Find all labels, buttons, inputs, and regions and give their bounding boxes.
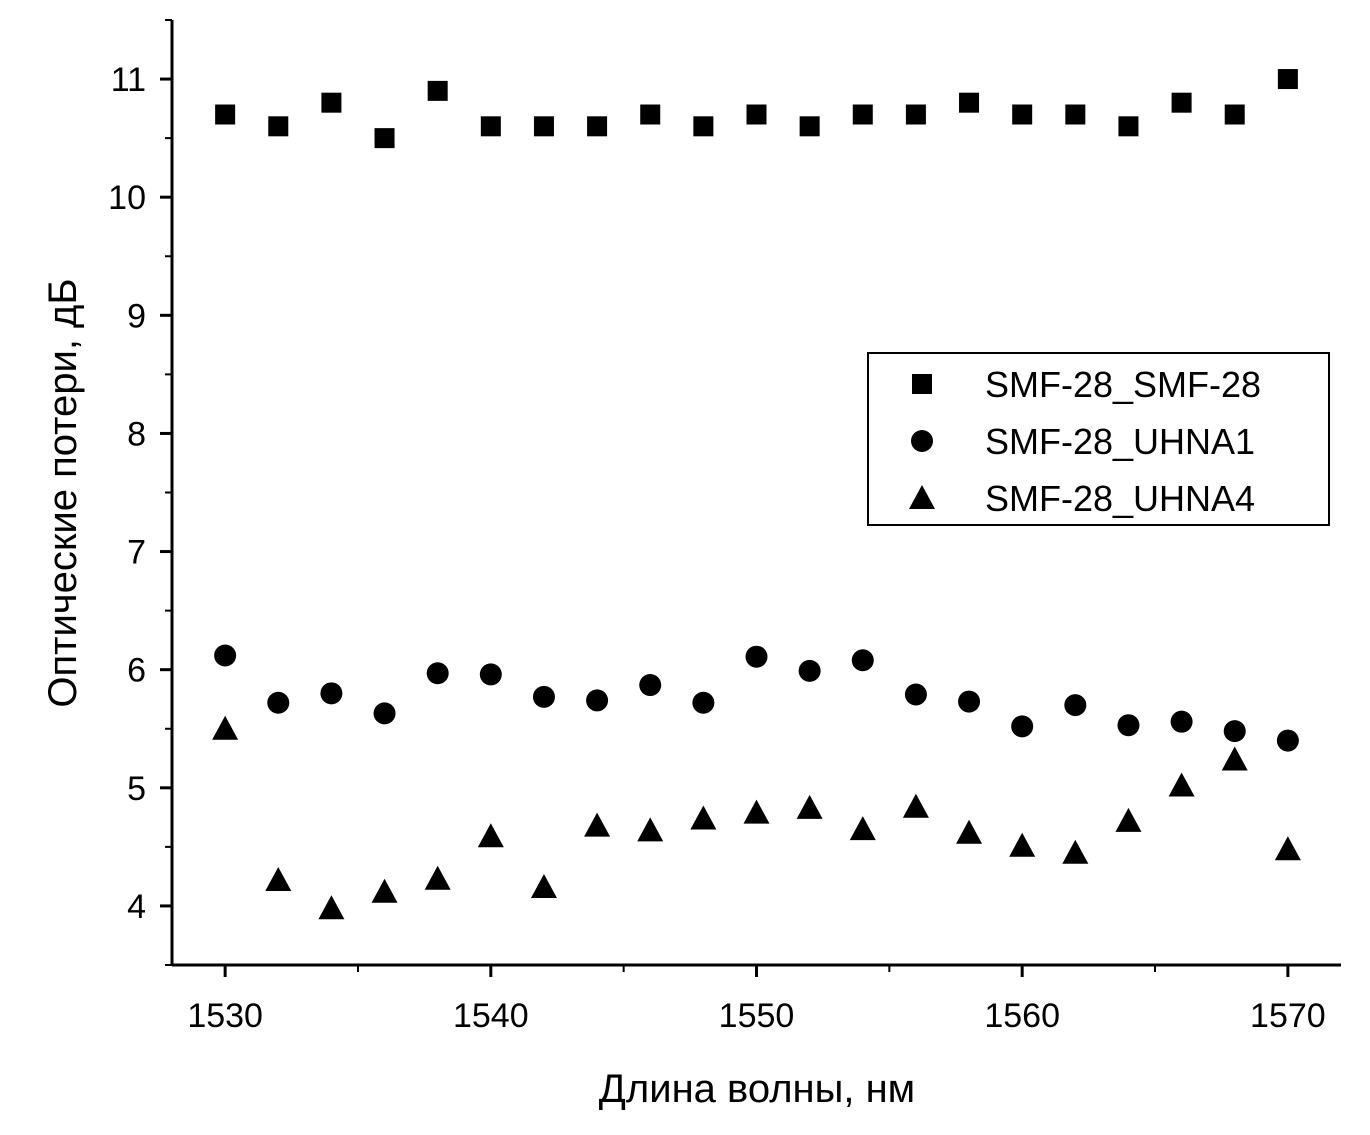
data-point-circle bbox=[479, 663, 502, 686]
y-tick-label: 11 bbox=[111, 61, 146, 99]
data-point-circle bbox=[692, 691, 715, 714]
legend-label: SMF-28_UHNA1 bbox=[985, 421, 1255, 462]
legend-items: SMF-28_SMF-28 SMF-28_UHNA1 SMF-28_UHNA4 bbox=[909, 364, 1261, 519]
x-tick-label: 1560 bbox=[984, 997, 1060, 1035]
legend-marker-circle bbox=[911, 430, 933, 452]
data-point-triangle bbox=[902, 793, 929, 818]
data-point-circle bbox=[1064, 694, 1087, 717]
legend-marker-square bbox=[912, 374, 932, 394]
y-axis-title: Оптические потери, дБ bbox=[41, 278, 85, 707]
data-point-triangle bbox=[1062, 839, 1089, 864]
legend-label: SMF-28_SMF-28 bbox=[985, 364, 1261, 405]
data-point-square bbox=[480, 116, 501, 137]
data-point-triangle bbox=[690, 805, 717, 830]
data-point-triangle bbox=[1274, 836, 1301, 861]
data-point-square bbox=[693, 116, 714, 137]
data-point-circle bbox=[532, 685, 555, 708]
data-point-square bbox=[746, 104, 767, 125]
x-tick-label: 1540 bbox=[453, 997, 529, 1035]
data-point-circle bbox=[1223, 720, 1246, 743]
y-tick-label: 6 bbox=[127, 652, 146, 690]
data-point-triangle bbox=[796, 794, 823, 819]
data-point-circle bbox=[851, 649, 874, 672]
y-tick-label: 7 bbox=[127, 534, 146, 572]
data-point-triangle bbox=[956, 819, 983, 844]
data-point-triangle bbox=[584, 812, 611, 837]
data-point-square bbox=[1171, 92, 1192, 113]
data-point-square bbox=[427, 80, 448, 101]
data-point-circle bbox=[426, 662, 449, 685]
data-point-circle bbox=[1170, 710, 1193, 733]
y-tick-label: 10 bbox=[108, 179, 146, 217]
data-point-square bbox=[268, 116, 289, 137]
data-point-circle bbox=[958, 690, 981, 713]
data-point-triangle bbox=[1168, 772, 1195, 797]
data-point-circle bbox=[798, 659, 821, 682]
data-point-square bbox=[959, 92, 980, 113]
data-point-circle bbox=[1011, 715, 1034, 738]
data-point-square bbox=[1224, 104, 1245, 125]
y-tick-label: 9 bbox=[127, 297, 146, 335]
data-point-circle bbox=[267, 691, 290, 714]
legend: SMF-28_SMF-28 SMF-28_UHNA1 SMF-28_UHNA4 bbox=[867, 352, 1330, 526]
y-tick-label: 4 bbox=[127, 888, 146, 926]
series-square bbox=[215, 69, 1298, 149]
data-point-square bbox=[533, 116, 554, 137]
data-point-circle bbox=[586, 689, 609, 712]
axes: 1530 1540 1550 1560 1570 4 5 6 7 8 9 10 11 bbox=[108, 19, 1341, 1035]
data-point-square bbox=[852, 104, 873, 125]
data-point-circle bbox=[1276, 729, 1299, 752]
x-tick-label: 1530 bbox=[187, 997, 263, 1035]
legend-box bbox=[867, 352, 1330, 526]
data-point-square bbox=[905, 104, 926, 125]
data-point-triangle bbox=[424, 865, 451, 890]
data-point-square bbox=[1277, 69, 1298, 90]
legend-label: SMF-28_UHNA4 bbox=[985, 478, 1255, 519]
data-point-triangle bbox=[1221, 746, 1248, 771]
data-point-triangle bbox=[212, 715, 239, 740]
data-point-square bbox=[799, 116, 820, 137]
x-tick-label: 1570 bbox=[1250, 997, 1326, 1035]
data-point-triangle bbox=[530, 874, 557, 899]
data-point-square bbox=[640, 104, 661, 125]
data-marks bbox=[212, 69, 1301, 920]
data-point-triangle bbox=[477, 823, 504, 848]
data-point-triangle bbox=[1115, 807, 1142, 832]
series-circle bbox=[214, 644, 1299, 752]
data-point-square bbox=[321, 92, 342, 113]
data-point-square bbox=[215, 104, 236, 125]
data-point-triangle bbox=[265, 866, 292, 891]
x-tick-label: 1550 bbox=[719, 997, 795, 1035]
data-point-square bbox=[1118, 116, 1139, 137]
data-point-square bbox=[587, 116, 608, 137]
data-point-triangle bbox=[743, 799, 770, 824]
data-point-circle bbox=[639, 674, 662, 697]
data-point-triangle bbox=[318, 895, 345, 920]
data-point-triangle bbox=[1009, 832, 1036, 857]
x-axis-title: Длина волны, нм bbox=[599, 1067, 915, 1111]
data-point-square bbox=[1065, 104, 1086, 125]
data-point-circle bbox=[1117, 714, 1140, 737]
data-point-circle bbox=[745, 645, 768, 668]
data-point-circle bbox=[214, 644, 237, 667]
data-point-square bbox=[1012, 104, 1033, 125]
y-tick-label: 8 bbox=[127, 415, 146, 453]
data-point-circle bbox=[320, 682, 343, 705]
data-point-triangle bbox=[371, 878, 398, 903]
data-point-circle bbox=[373, 702, 396, 725]
data-point-triangle bbox=[849, 816, 876, 841]
legend-marker-triangle bbox=[909, 485, 935, 509]
data-point-circle bbox=[904, 683, 927, 706]
data-point-triangle bbox=[637, 817, 664, 842]
data-point-square bbox=[374, 128, 395, 149]
series-triangle bbox=[212, 715, 1301, 920]
y-tick-label: 5 bbox=[127, 770, 146, 808]
